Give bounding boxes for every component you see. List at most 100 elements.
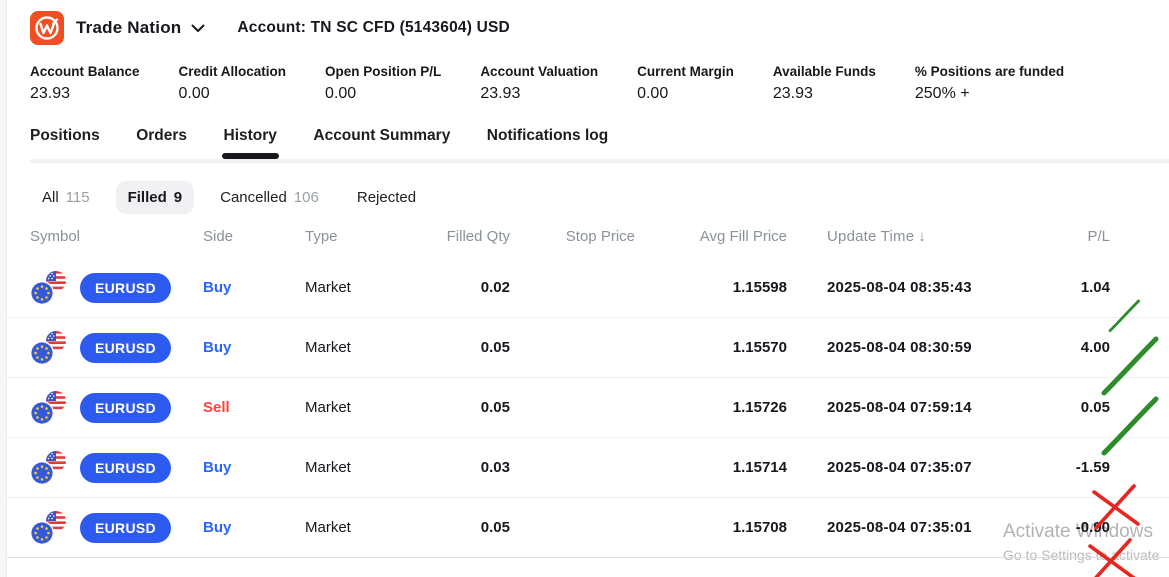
top-bar: Trade Nation Account: TN SC CFD (5143604…	[0, 0, 1169, 48]
type-cell: Market	[305, 519, 351, 536]
side-cell: Buy	[203, 459, 232, 476]
stat-value: 23.93	[480, 85, 521, 102]
main-tabs: Positions Orders History Account Summary…	[30, 127, 1169, 163]
stat-label: Available Funds	[772, 64, 876, 79]
update-time-cell: 2025-08-04 07:35:07	[827, 459, 972, 476]
stat-item-6: % Positions are funded 250% +	[915, 64, 1064, 103]
eurusd-flag-icon	[30, 330, 66, 365]
type-cell: Market	[305, 279, 351, 296]
column-header-stop-price[interactable]: Stop Price	[565, 227, 635, 245]
table-header-row: Symbol Side Type Filled Qty Stop Price Avg Fi…	[0, 214, 1169, 258]
update-time-cell: 2025-08-04 08:35:43	[827, 279, 972, 296]
stat-label: Account Balance	[30, 64, 140, 79]
stat-value: 0.00	[178, 85, 210, 102]
filled-qty-cell: 0.05	[480, 519, 510, 536]
filter-chip-rejected[interactable]: Rejected	[345, 181, 428, 214]
stat-label: % Positions are funded	[914, 64, 1065, 79]
stat-value: 0.00	[325, 85, 357, 102]
tab-account-summary[interactable]: Account Summary	[313, 127, 451, 144]
eurusd-flag-icon	[30, 270, 66, 305]
pl-cell: -1.59	[1075, 459, 1110, 476]
account-stats-row: Account Balance 23.93 Credit Allocation …	[0, 48, 1169, 103]
symbol-badge: EURUSD	[80, 392, 171, 423]
filter-label: Cancelled	[220, 189, 287, 206]
symbol-badge: EURUSD	[80, 332, 171, 363]
brand-name: Trade Nation	[76, 18, 182, 37]
order-row[interactable]: EURUSD Buy Market 0.05 1.15570 2025-08-0…	[0, 318, 1169, 378]
avg-fill-price-cell: 1.15714	[732, 459, 787, 476]
column-header-type[interactable]: Type	[305, 227, 338, 245]
order-row[interactable]: EURUSD Buy Market 0.02 1.15598 2025-08-0…	[0, 258, 1169, 318]
account-switcher[interactable]: Trade Nation	[64, 18, 205, 38]
eurusd-flag-icon	[30, 390, 66, 425]
update-time-cell: 2025-08-04 08:30:59	[827, 339, 972, 356]
filter-label: Rejected	[356, 189, 417, 206]
tab-notifications-log[interactable]: Notifications log	[486, 127, 609, 144]
filled-qty-cell: 0.05	[480, 399, 510, 416]
column-header-symbol[interactable]: Symbol	[30, 227, 81, 245]
symbol-cell: EURUSD	[30, 270, 195, 306]
order-row[interactable]: EURUSD Buy Market 0.03 1.15714 2025-08-0…	[0, 438, 1169, 498]
avg-fill-price-cell: 1.15708	[732, 519, 787, 536]
stat-item-5: Available Funds 23.93	[773, 64, 876, 103]
stat-item-1: Credit Allocation 0.00	[179, 64, 287, 103]
stat-label: Account Valuation	[480, 64, 599, 79]
stat-value: 23.93	[772, 85, 813, 102]
symbol-cell: EURUSD	[30, 450, 195, 486]
stat-item-4: Current Margin 0.00	[637, 64, 734, 103]
pl-cell: 0.05	[1080, 399, 1110, 416]
history-filters: All 115 Filled 9 Cancelled 106 Rejected	[30, 181, 1169, 214]
eurusd-flag-icon	[30, 510, 66, 545]
sort-desc-icon: ↓	[918, 227, 926, 245]
pl-cell: 4.00	[1080, 339, 1110, 356]
stat-label: Credit Allocation	[178, 64, 287, 79]
filter-chip-filled[interactable]: Filled 9	[115, 181, 195, 214]
filter-count: 9	[173, 189, 183, 206]
stat-item-3: Account Valuation 23.93	[480, 64, 598, 103]
side-cell: Buy	[203, 339, 232, 356]
column-header-filled-qty[interactable]: Filled Qty	[446, 227, 510, 245]
orders-history-table: Symbol Side Type Filled Qty Stop Price Avg Fi…	[0, 214, 1169, 558]
eu-flag	[30, 520, 54, 545]
column-header-update-time[interactable]: Update Time ↓	[827, 227, 926, 245]
eu-flag	[30, 460, 54, 485]
column-header-p-l[interactable]: P/L	[1087, 227, 1110, 245]
order-row[interactable]: EURUSD Buy Market 0.05 1.15708 2025-08-0…	[0, 498, 1169, 558]
eu-flag	[30, 280, 54, 305]
update-time-cell: 2025-08-04 07:35:01	[827, 519, 972, 536]
order-row[interactable]: EURUSD Sell Market 0.05 1.15726 2025-08-…	[0, 378, 1169, 438]
column-header-avg-fill-price[interactable]: Avg Fill Price	[699, 227, 787, 245]
symbol-cell: EURUSD	[30, 390, 195, 426]
tab-orders[interactable]: Orders	[136, 127, 188, 144]
filter-chip-all[interactable]: All 115	[30, 181, 102, 214]
filled-qty-cell: 0.05	[480, 339, 510, 356]
avg-fill-price-cell: 1.15570	[732, 339, 787, 356]
filled-qty-cell: 0.03	[480, 459, 510, 476]
side-cell: Buy	[203, 279, 232, 296]
stat-label: Current Margin	[637, 64, 734, 79]
symbol-cell: EURUSD	[30, 510, 195, 546]
eu-flag	[30, 340, 54, 365]
filter-chip-cancelled[interactable]: Cancelled 106	[208, 181, 331, 214]
stat-item-2: Open Position P/L 0.00	[325, 64, 441, 103]
pl-cell: -0.90	[1075, 519, 1110, 536]
type-cell: Market	[305, 459, 351, 476]
stat-value: 0.00	[637, 85, 669, 102]
avg-fill-price-cell: 1.15598	[732, 279, 787, 296]
table-body: EURUSD Buy Market 0.02 1.15598 2025-08-0…	[0, 258, 1169, 558]
filter-count: 115	[65, 189, 90, 206]
tabs-baseline	[30, 159, 1169, 163]
account-label: Account: TN SC CFD (5143604) USD	[237, 19, 510, 36]
stat-value: 23.93	[30, 85, 71, 102]
tab-positions[interactable]: Positions	[30, 127, 100, 144]
column-header-side[interactable]: Side	[203, 227, 234, 245]
stat-item-0: Account Balance 23.93	[30, 64, 140, 103]
stat-label: Open Position P/L	[325, 64, 442, 79]
symbol-cell: EURUSD	[30, 330, 195, 366]
avg-fill-price-cell: 1.15726	[732, 399, 787, 416]
window-edge	[0, 0, 7, 577]
side-cell: Sell	[203, 399, 230, 416]
tab-history[interactable]: History	[221, 127, 280, 159]
pl-cell: 1.04	[1080, 279, 1110, 296]
